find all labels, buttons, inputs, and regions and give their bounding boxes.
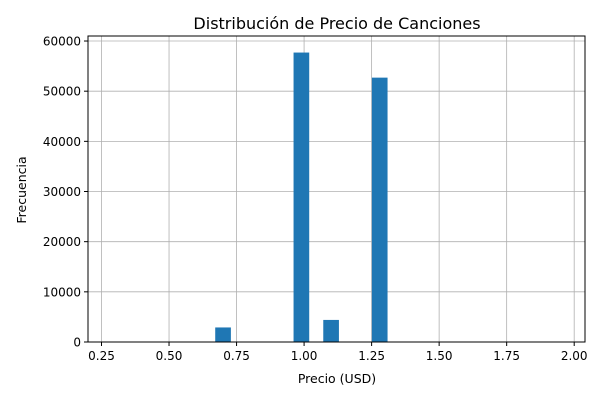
chart-title: Distribución de Precio de Canciones bbox=[193, 14, 480, 33]
x-tick-label: 1.50 bbox=[426, 349, 453, 363]
x-axis-ticks: 0.25 0.50 0.75 1.00 1.25 1.50 1.75 2.00 bbox=[88, 342, 588, 363]
y-tick-label: 50000 bbox=[43, 85, 81, 99]
y-tick-label: 10000 bbox=[43, 285, 81, 299]
histogram-bar bbox=[293, 52, 310, 342]
x-tick-label: 0.25 bbox=[88, 349, 115, 363]
x-axis-label: Precio (USD) bbox=[298, 371, 376, 386]
x-tick-label: 2.00 bbox=[561, 349, 588, 363]
x-tick-label: 0.75 bbox=[223, 349, 250, 363]
y-tick-label: 30000 bbox=[43, 185, 81, 199]
x-tick-label: 1.25 bbox=[358, 349, 385, 363]
x-tick-label: 1.75 bbox=[493, 349, 520, 363]
bars bbox=[215, 52, 388, 343]
histogram-bar bbox=[371, 77, 388, 343]
y-axis-label: Frecuencia bbox=[14, 156, 29, 223]
histogram-bar bbox=[323, 319, 339, 342]
y-axis-ticks: 0 10000 20000 30000 40000 50000 60000 bbox=[43, 35, 88, 350]
plot-frame bbox=[87, 35, 586, 343]
histogram-bar bbox=[215, 327, 231, 342]
x-tick-label: 1.00 bbox=[291, 349, 318, 363]
y-tick-label: 20000 bbox=[43, 235, 81, 249]
y-tick-label: 40000 bbox=[43, 135, 81, 149]
y-tick-label: 0 bbox=[73, 336, 81, 350]
x-tick-label: 0.50 bbox=[156, 349, 183, 363]
y-tick-label: 60000 bbox=[43, 35, 81, 49]
